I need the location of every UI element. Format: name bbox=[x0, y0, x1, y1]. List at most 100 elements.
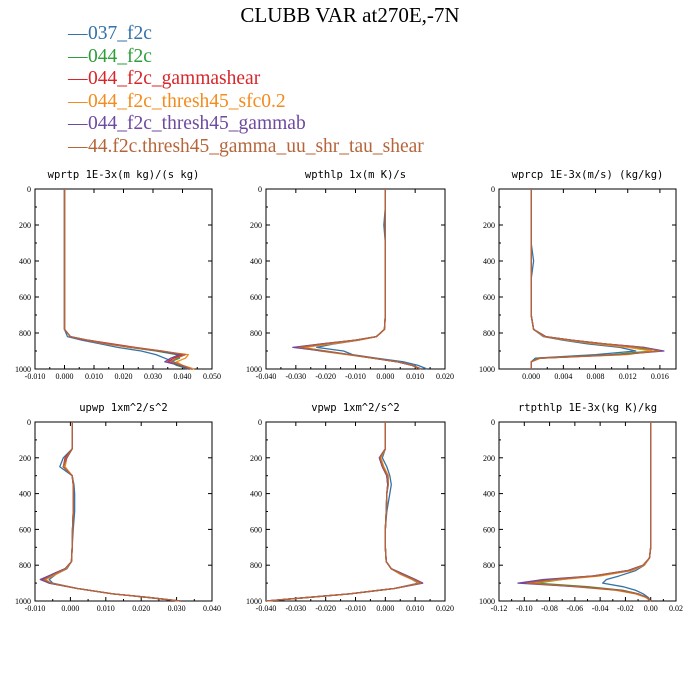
series-line bbox=[536, 422, 652, 602]
x-tick-label: 0.000 bbox=[376, 604, 394, 613]
x-tick-label: -0.06 bbox=[567, 604, 584, 613]
legend-label: 44.f2c.thresh45_gamma_uu_shr_tau_shear bbox=[88, 135, 424, 157]
legend-item: —44.f2c.thresh45_gamma_uu_shr_tau_shear bbox=[68, 136, 424, 159]
series-line bbox=[523, 422, 652, 602]
x-tick-label: 0.016 bbox=[651, 372, 669, 381]
series-line bbox=[295, 189, 422, 370]
series-line bbox=[41, 422, 181, 602]
y-tick-label: 200 bbox=[19, 454, 31, 463]
plot-panel: wprcp 1E-3x(m/s) (kg/kg) 0.000 0.004 0.008 0… bbox=[479, 169, 677, 381]
series-line bbox=[265, 422, 421, 602]
plot-frame bbox=[498, 421, 677, 602]
plot-frame bbox=[265, 188, 446, 370]
x-tick-label: -0.040 bbox=[256, 604, 277, 613]
legend-item: —044_f2c bbox=[68, 46, 424, 69]
y-tick-label: 400 bbox=[483, 257, 495, 266]
y-tick-label: 800 bbox=[250, 561, 262, 570]
x-tick-label: 0.010 bbox=[97, 604, 115, 613]
y-tick-label: 400 bbox=[483, 490, 495, 499]
series-line bbox=[517, 422, 652, 602]
plot-panel: upwp 1xm^2/s^2 -0.010 0.000 0.010 0.020 0.030… bbox=[15, 402, 221, 613]
x-tick-label: -0.04 bbox=[592, 604, 609, 613]
series-line bbox=[529, 422, 652, 602]
x-tick-label: -0.010 bbox=[25, 604, 46, 613]
x-tick-label: 0.030 bbox=[144, 372, 162, 381]
series-line bbox=[265, 422, 419, 602]
y-tick-label: 600 bbox=[19, 525, 31, 534]
series-line bbox=[39, 422, 181, 602]
series-line bbox=[265, 422, 422, 602]
x-tick-label: 0.000 bbox=[522, 372, 540, 381]
y-tick-label: 800 bbox=[483, 561, 495, 570]
x-tick-label: -0.030 bbox=[285, 372, 306, 381]
chart-title: CLUBB VAR at270E,-7N bbox=[240, 3, 460, 27]
y-tick-label: 600 bbox=[19, 293, 31, 302]
y-tick-label: 200 bbox=[250, 221, 262, 230]
x-tick-label: -0.020 bbox=[315, 604, 336, 613]
series-line bbox=[63, 189, 186, 370]
x-tick-label: 0.020 bbox=[436, 604, 454, 613]
x-tick-label: -0.020 bbox=[315, 372, 336, 381]
x-tick-label: 0.020 bbox=[115, 372, 133, 381]
x-tick-label: -0.12 bbox=[491, 604, 508, 613]
legend-swatch: — bbox=[68, 90, 88, 112]
plot-panel: rtpthlp 1E-3x(kg K)/kg -0.12 -0.10 -0.08 -0.… bbox=[479, 402, 683, 613]
x-tick-label: 0.010 bbox=[85, 372, 103, 381]
legend-item: —044_f2c_thresh45_gammab bbox=[68, 113, 424, 136]
series-line bbox=[63, 189, 192, 370]
x-tick-label: -0.010 bbox=[345, 604, 366, 613]
legend-item: —037_f2c bbox=[68, 23, 424, 46]
series-line bbox=[265, 422, 422, 602]
y-tick-label: 0 bbox=[258, 418, 262, 427]
y-tick-label: 400 bbox=[250, 490, 262, 499]
x-tick-label: -0.08 bbox=[541, 604, 558, 613]
series-line bbox=[526, 422, 652, 602]
legend-swatch: — bbox=[68, 45, 88, 67]
x-tick-label: 0.004 bbox=[554, 372, 572, 381]
x-tick-label: 0.000 bbox=[61, 604, 79, 613]
y-tick-label: 200 bbox=[250, 454, 262, 463]
series-line bbox=[63, 189, 192, 370]
series-line bbox=[41, 422, 181, 602]
x-tick-label: 0.008 bbox=[587, 372, 605, 381]
y-tick-label: 600 bbox=[483, 293, 495, 302]
legend-label: 044_f2c bbox=[88, 45, 152, 67]
x-tick-label: 0.020 bbox=[436, 372, 454, 381]
legend-item: —044_f2c_gammashear bbox=[68, 68, 424, 91]
legend-swatch: — bbox=[68, 68, 88, 89]
series-line bbox=[43, 422, 181, 602]
y-tick-label: 200 bbox=[483, 454, 495, 463]
legend-swatch: — bbox=[68, 135, 88, 157]
y-tick-label: 0 bbox=[27, 418, 31, 427]
legend: —037_f2c —044_f2c —044_f2c_gammashear —0… bbox=[68, 23, 424, 158]
y-tick-label: 800 bbox=[483, 329, 495, 338]
y-tick-label: 400 bbox=[19, 490, 31, 499]
x-tick-label: 0.000 bbox=[56, 372, 74, 381]
series-line bbox=[304, 189, 422, 370]
plot-panel: wpthlp 1x(m K)/s -0.040 -0.030 -0.020 -0.010… bbox=[246, 169, 454, 381]
legend-swatch: — bbox=[68, 23, 88, 44]
series-line bbox=[48, 422, 181, 602]
y-tick-label: 800 bbox=[250, 329, 262, 338]
x-tick-label: -0.02 bbox=[617, 604, 634, 613]
series-line bbox=[301, 189, 422, 370]
series-line bbox=[292, 189, 422, 370]
x-tick-label: 0.012 bbox=[619, 372, 637, 381]
x-tick-label: 0.000 bbox=[376, 372, 394, 381]
x-tick-label: 0.02 bbox=[669, 604, 683, 613]
y-tick-label: 1000 bbox=[479, 597, 495, 606]
y-tick-label: 1000 bbox=[15, 597, 31, 606]
x-tick-label: 0.020 bbox=[132, 604, 150, 613]
y-tick-label: 400 bbox=[250, 257, 262, 266]
legend-label: 044_f2c_gammashear bbox=[88, 68, 261, 89]
series-line bbox=[63, 189, 189, 370]
plot-panel: wprtp 1E-3x(m kg)/(s kg) -0.010 0.000 0.010… bbox=[15, 169, 221, 381]
legend-swatch: — bbox=[68, 113, 88, 134]
plot-panel: vpwp 1xm^2/s^2 -0.040 -0.030 -0.020 -0.010 0.… bbox=[246, 402, 454, 613]
legend-item: —044_f2c_thresh45_sfc0.2 bbox=[68, 91, 424, 114]
y-tick-label: 1000 bbox=[246, 597, 262, 606]
x-tick-label: 0.010 bbox=[406, 372, 424, 381]
panel-title: vpwp 1xm^2/s^2 bbox=[311, 402, 400, 414]
panel-title: upwp 1xm^2/s^2 bbox=[79, 402, 168, 414]
y-tick-label: 0 bbox=[258, 185, 262, 194]
